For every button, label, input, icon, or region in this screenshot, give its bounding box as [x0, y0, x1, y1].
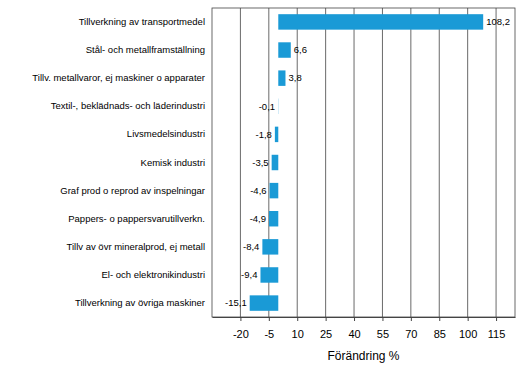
x-axis-line	[213, 317, 516, 318]
category-label: Tillv. metallvaror, ej maskiner o appara…	[32, 72, 205, 83]
data-label: 6,6	[294, 44, 307, 55]
category-label: Tillv av övr mineralprod, ej metall	[67, 241, 206, 252]
frame	[212, 8, 515, 317]
bar	[272, 155, 279, 170]
x-tick-mark	[326, 317, 327, 321]
data-labels: 108,2 6,6 3,8 -0,1 -1,8 -3,5 -4,6 -4,9 -8,4 -9,4 -…	[225, 16, 510, 308]
x-tick-mark	[297, 317, 298, 321]
data-label: -3,5	[252, 157, 268, 168]
data-label: -15,1	[225, 297, 247, 308]
category-label: Stål- och metallframställning	[86, 44, 205, 55]
y-tick: Livsmedelsindustri	[127, 128, 212, 139]
data-label: -4,6	[250, 185, 266, 196]
y-tick: Textil-, beklädnads- och läderindustri	[51, 100, 212, 111]
data-label: -9,4	[241, 269, 257, 280]
x-tick-label: -5	[264, 328, 274, 340]
data-label: 3,8	[288, 72, 301, 83]
x-tick: 115	[488, 317, 506, 340]
x-axis-title: Förändring %	[327, 349, 399, 363]
y-tick: Tillv av övr mineralprod, ej metall	[67, 241, 213, 252]
x-tick-label: -20	[233, 328, 249, 340]
x-tick-mark	[240, 317, 241, 321]
x-tick-mark	[439, 317, 440, 321]
grid-line	[325, 8, 326, 317]
x-tick: 55	[377, 317, 389, 340]
x-tick-mark	[269, 317, 270, 321]
grid-line	[467, 8, 468, 317]
y-tick: Pappers- o pappersvarutillverkn.	[68, 213, 212, 224]
x-tick: 70	[405, 317, 417, 340]
category-label: Tillverkning av övriga maskiner	[75, 297, 205, 308]
y-tick: Kemisk industri	[141, 157, 212, 168]
y-tick: Graf prod o reprod av inspelningar	[60, 185, 212, 196]
x-tick-label: 85	[434, 328, 446, 340]
category-label: Livsmedelsindustri	[127, 128, 205, 139]
x-tick: 85	[434, 317, 446, 340]
x-tick-mark	[468, 317, 469, 321]
bar	[269, 211, 278, 226]
y-tick: El- och elektronikindustri	[102, 269, 213, 280]
bar	[278, 70, 285, 85]
grid-line	[410, 8, 411, 317]
bar	[262, 239, 278, 254]
data-label: -0,1	[259, 101, 275, 112]
x-tick-label: 70	[405, 328, 417, 340]
y-tick: Stål- och metallframställning	[86, 44, 212, 55]
y-tick: Tillverkning av övriga maskiner	[75, 297, 212, 308]
y-tick: Tillverkning av transportmedel	[79, 16, 212, 27]
x-axis: -20 -5 10 25 40 55 70 85 100 115	[213, 317, 516, 340]
data-label: 108,2	[486, 16, 510, 27]
x-tick-mark	[354, 317, 355, 321]
category-label: El- och elektronikindustri	[102, 269, 206, 280]
data-label: -8,4	[243, 241, 259, 252]
x-tick-mark	[496, 317, 497, 321]
x-tick-mark	[411, 317, 412, 321]
y-tick: Tillv. metallvaror, ej maskiner o appara…	[32, 72, 212, 83]
bar	[275, 127, 278, 142]
bar	[270, 183, 279, 198]
category-label: Tillverkning av transportmedel	[79, 16, 205, 27]
x-tick: 40	[348, 317, 360, 340]
chart: -20 -5 10 25 40 55 70 85 100 115 Tillverkning av t…	[0, 0, 529, 377]
x-tick-label: 55	[377, 328, 389, 340]
grid-line	[496, 8, 497, 317]
category-label: Pappers- o pappersvarutillverkn.	[68, 213, 205, 224]
grid-line	[439, 8, 440, 317]
x-tick: 10	[292, 317, 304, 340]
grid-line	[382, 8, 383, 317]
data-label: -4,9	[250, 213, 266, 224]
x-tick-label: 40	[348, 328, 360, 340]
x-tick-label: 100	[459, 328, 477, 340]
category-label: Graf prod o reprod av inspelningar	[60, 185, 205, 196]
x-tick-mark	[382, 317, 383, 321]
x-tick-label: 25	[320, 328, 332, 340]
bar	[278, 42, 290, 57]
x-tick-label: 115	[488, 328, 506, 340]
grid-line	[354, 8, 355, 317]
bar	[278, 99, 279, 114]
y-axis: Tillverkning av transportmedel Stål- och …	[32, 16, 212, 308]
x-tick-label: 10	[292, 328, 304, 340]
x-tick: -5	[264, 317, 274, 340]
bar	[260, 267, 278, 282]
x-tick: -20	[233, 317, 249, 340]
x-tick: 100	[459, 317, 477, 340]
bar	[250, 295, 279, 310]
bars	[250, 14, 483, 311]
bar	[278, 14, 483, 29]
data-label: -1,8	[255, 129, 271, 140]
category-label: Textil-, beklädnads- och läderindustri	[51, 100, 205, 111]
grid	[240, 8, 496, 317]
plot: -20 -5 10 25 40 55 70 85 100 115 Tillverkning av t…	[32, 8, 515, 340]
x-tick: 25	[320, 317, 332, 340]
category-label: Kemisk industri	[141, 157, 205, 168]
